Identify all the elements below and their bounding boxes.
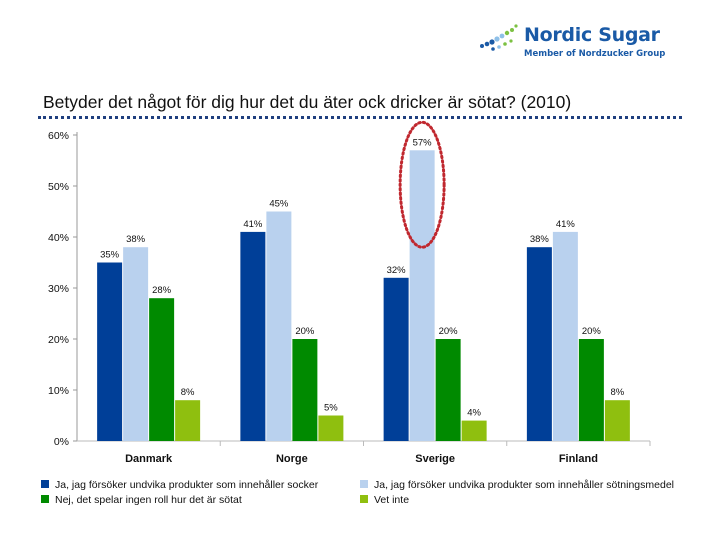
y-tick-label: 20%	[48, 334, 69, 346]
y-tick-label: 40%	[48, 232, 69, 244]
bar-norge-s4	[318, 415, 344, 441]
data-label: 20%	[295, 326, 315, 337]
title-divider	[38, 116, 682, 119]
y-tick-label: 0%	[54, 436, 69, 448]
bar-norge-s3	[292, 339, 318, 441]
legend-swatch-sweetener	[360, 480, 368, 489]
x-category-label: Danmark	[125, 453, 173, 465]
x-category-label: Norge	[276, 453, 308, 465]
data-label: 20%	[582, 326, 602, 337]
highlight-ellipse	[398, 120, 446, 249]
bar-sverige-s1	[383, 277, 409, 441]
legend-label: Vet inte	[374, 494, 410, 506]
logo-name: Nordic Sugar	[524, 24, 660, 46]
data-label: 20%	[439, 326, 459, 337]
data-label: 32%	[387, 265, 407, 276]
legend-swatch-dont-know	[360, 495, 368, 504]
legend-label: Ja, jag försöker undvika produkter som i…	[55, 479, 319, 491]
bar-finland-s4	[604, 400, 630, 441]
data-label: 28%	[152, 285, 172, 296]
data-label: 38%	[530, 234, 550, 245]
data-label: 5%	[324, 403, 338, 414]
y-tick-label: 10%	[48, 385, 69, 397]
bar-norge-s2	[266, 211, 292, 441]
y-tick-label: 30%	[48, 283, 69, 295]
legend-swatch-no-matter	[41, 495, 49, 504]
y-tick-label: 50%	[48, 181, 69, 193]
bar-sverige-s4	[461, 420, 487, 441]
bar-danmark-s1	[97, 262, 123, 441]
data-label: 41%	[556, 219, 576, 230]
logo-subtitle: Member of Nordzucker Group	[524, 49, 666, 59]
legend-item-dont-know: Vet inte	[360, 494, 409, 506]
bar-norge-s1	[240, 231, 266, 441]
data-label: 8%	[181, 387, 195, 398]
slide-title: Betyder det något för dig hur det du äte…	[43, 92, 572, 112]
legend-swatch-sugar	[41, 480, 49, 489]
data-label: 4%	[467, 408, 481, 419]
bar-danmark-s3	[149, 298, 175, 441]
sugar-dots-logo-icon	[480, 24, 518, 51]
bar-danmark-s2	[123, 247, 149, 441]
bar-danmark-s4	[175, 400, 201, 441]
bar-finland-s3	[578, 339, 604, 441]
legend-item-sweetener: Ja, jag försöker undvika produkter som i…	[360, 479, 674, 491]
legend-item-no-matter: Nej, det spelar ingen roll hur det är sö…	[41, 494, 242, 506]
x-category-label: Finland	[559, 453, 598, 465]
data-label: 38%	[126, 234, 146, 245]
bar-sverige-s2	[409, 150, 435, 442]
data-label: 45%	[269, 199, 289, 210]
company-logo: Nordic Sugar Member of Nordzucker Group	[478, 22, 665, 62]
legend-label: Nej, det spelar ingen roll hur det är sö…	[55, 494, 242, 506]
data-label: 35%	[100, 250, 120, 261]
data-label: 8%	[611, 387, 625, 398]
legend-label: Ja, jag försöker undvika produkter som i…	[374, 479, 674, 491]
y-tick-label: 60%	[48, 130, 69, 142]
data-label: 41%	[243, 219, 263, 230]
legend-item-sugar: Ja, jag försöker undvika produkter som i…	[41, 479, 318, 491]
bar-finland-s2	[552, 231, 578, 441]
x-category-label: Sverige	[415, 453, 455, 465]
data-label: 57%	[413, 137, 433, 148]
bar-finland-s1	[526, 247, 552, 441]
bar-sverige-s3	[435, 339, 461, 441]
